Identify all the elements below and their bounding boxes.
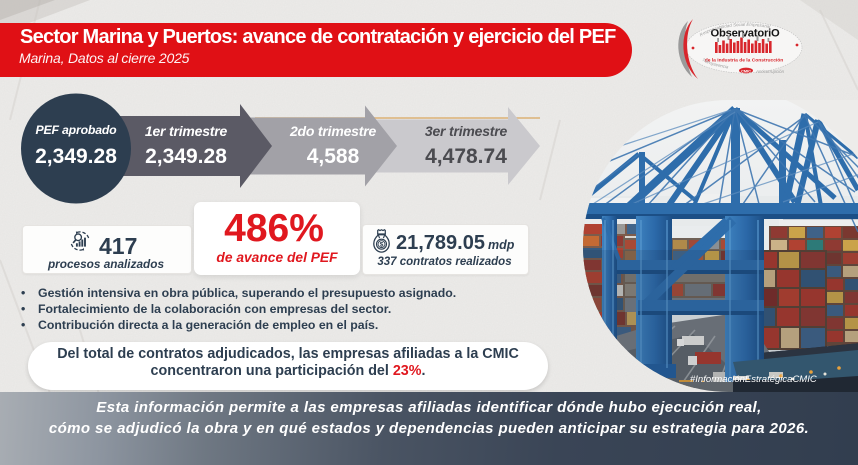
svg-text:de la industria de la Construc: de la industria de la Construcción xyxy=(705,58,784,64)
svg-text:CMIC: CMIC xyxy=(741,70,751,74)
svg-text:Anticorrupción: Anticorrupción xyxy=(755,69,785,74)
svg-text:$: $ xyxy=(380,242,384,249)
